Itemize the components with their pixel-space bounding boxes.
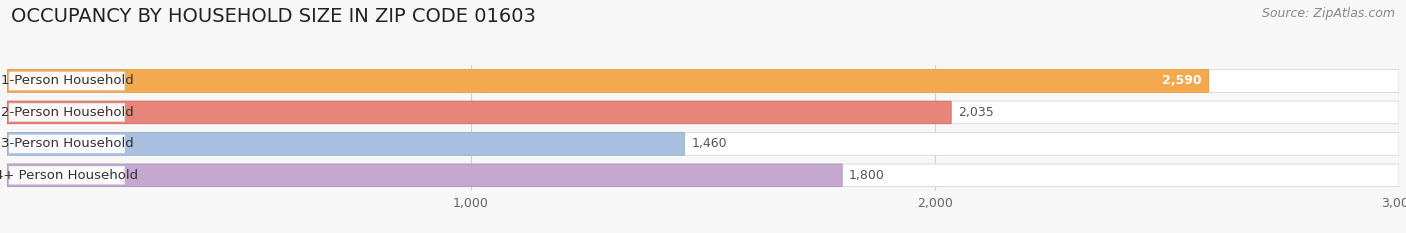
FancyBboxPatch shape [7,101,1399,124]
FancyBboxPatch shape [8,72,125,90]
FancyBboxPatch shape [8,135,125,153]
Text: OCCUPANCY BY HOUSEHOLD SIZE IN ZIP CODE 01603: OCCUPANCY BY HOUSEHOLD SIZE IN ZIP CODE … [11,7,536,26]
Text: 1,460: 1,460 [692,137,727,150]
Text: 3-Person Household: 3-Person Household [0,137,134,150]
Text: 4+ Person Household: 4+ Person Household [0,169,138,182]
FancyBboxPatch shape [8,166,125,185]
FancyBboxPatch shape [7,133,1399,155]
FancyBboxPatch shape [7,101,952,124]
FancyBboxPatch shape [7,70,1399,92]
FancyBboxPatch shape [7,164,842,187]
FancyBboxPatch shape [8,103,125,122]
FancyBboxPatch shape [7,133,685,155]
FancyBboxPatch shape [7,70,1209,92]
Text: 2,035: 2,035 [959,106,994,119]
Text: Source: ZipAtlas.com: Source: ZipAtlas.com [1261,7,1395,20]
Text: 1,800: 1,800 [849,169,884,182]
Text: 2-Person Household: 2-Person Household [0,106,134,119]
Text: 1-Person Household: 1-Person Household [0,75,134,87]
Text: 2,590: 2,590 [1163,75,1202,87]
FancyBboxPatch shape [7,164,1399,187]
